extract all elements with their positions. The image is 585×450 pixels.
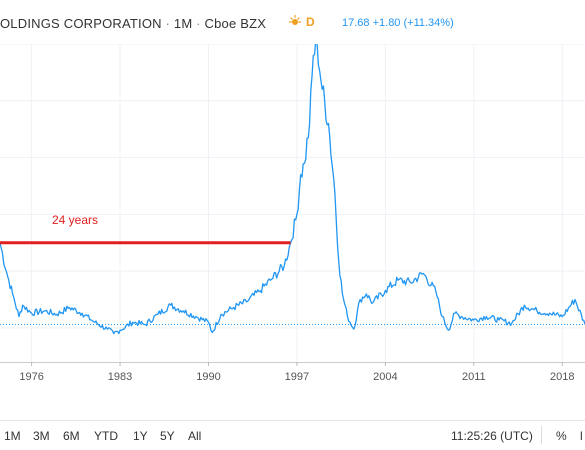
x-tick-label: 2011 <box>462 371 486 383</box>
annotation-label: 24 years <box>52 213 98 227</box>
interval-label[interactable]: 1M <box>173 16 193 31</box>
sun-icon <box>288 14 302 25</box>
range-button-5y[interactable]: 5Y <box>160 429 175 443</box>
range-button-6m[interactable]: 6M <box>63 429 80 443</box>
range-button-ytd[interactable]: YTD <box>94 429 118 443</box>
x-axis: 1976 1983 1990 1997 2004 2011 2018 <box>0 362 585 383</box>
symbol-name: OLDINGS CORPORATION <box>0 16 162 31</box>
last-price: 17.68 <box>342 17 370 29</box>
time-readout[interactable]: 11:25:26 (UTC) <box>451 429 533 443</box>
range-button-1y[interactable]: 1Y <box>133 429 148 443</box>
x-tick-label: 1983 <box>108 371 132 383</box>
log-scale-button[interactable]: l <box>580 429 583 443</box>
range-toolbar: 1M 3M 6M YTD 1Y 5Y All 11:25:26 (UTC) % … <box>0 420 585 450</box>
range-button-all[interactable]: All <box>188 429 202 443</box>
toolbar-divider <box>541 426 542 444</box>
x-tick-label: 1976 <box>19 371 43 383</box>
annotation-layer: 24 years <box>0 213 291 245</box>
range-button-1m[interactable]: 1M <box>4 429 21 443</box>
price-quote: 17.68 +1.80 (+11.34%) <box>342 17 454 29</box>
price-series-line <box>0 44 585 335</box>
percent-scale-button[interactable]: % <box>556 429 567 443</box>
price-chart[interactable]: 24 years 1976 1983 1990 1997 2004 2011 2018 <box>0 44 585 420</box>
x-tick-label: 2018 <box>550 371 574 383</box>
exchange-label: Cboe BZX <box>204 16 267 31</box>
chart-header: OLDINGS CORPORATION · 1M · Cboe BZX D 17… <box>0 0 585 44</box>
price-change: +1.80 <box>372 17 401 29</box>
range-button-3m[interactable]: 3M <box>33 429 50 443</box>
price-change-pct: (+11.34%) <box>403 17 454 29</box>
symbol-title: OLDINGS CORPORATION · 1M · Cboe BZX <box>0 16 267 31</box>
x-tick-label: 1990 <box>196 371 220 383</box>
grid-lines <box>0 44 585 362</box>
series-layer <box>0 44 585 335</box>
session-badge: D <box>306 15 315 29</box>
x-tick-label: 2004 <box>373 371 397 383</box>
x-tick-label: 1997 <box>285 371 309 383</box>
